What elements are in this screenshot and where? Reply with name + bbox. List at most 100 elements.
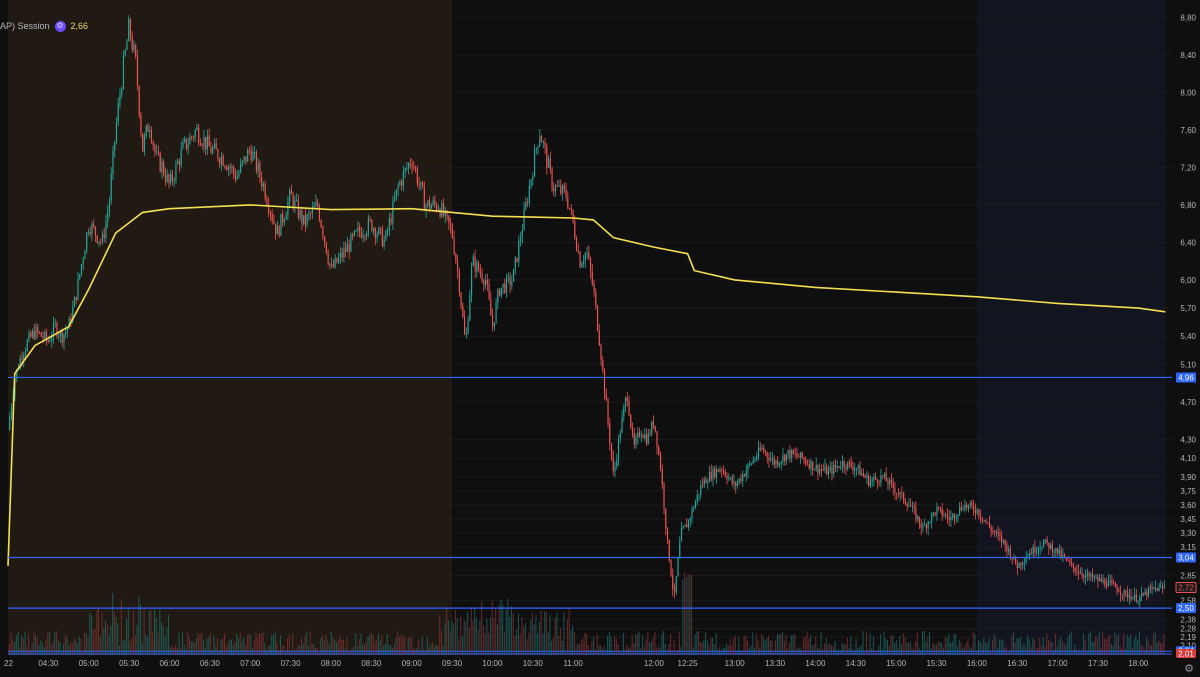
indicator-legend[interactable]: AP) Session ⚙ 2,66 xyxy=(0,18,88,34)
candle-body[interactable] xyxy=(855,468,858,470)
candle-body[interactable] xyxy=(128,19,130,42)
level-badge[interactable] xyxy=(1176,372,1196,383)
candle-body[interactable] xyxy=(740,478,742,481)
candle-body[interactable] xyxy=(435,204,438,210)
candle-body[interactable] xyxy=(925,525,928,529)
candle-body[interactable] xyxy=(107,212,109,222)
candle-body[interactable] xyxy=(304,215,306,226)
candle-body[interactable] xyxy=(273,220,275,224)
candle-body[interactable] xyxy=(514,257,516,270)
candle-body[interactable] xyxy=(651,421,653,435)
candle-body[interactable] xyxy=(1004,539,1006,545)
candle-body[interactable] xyxy=(47,339,49,342)
candle-body[interactable] xyxy=(1106,585,1108,587)
candle-body[interactable] xyxy=(941,508,943,516)
candle-body[interactable] xyxy=(477,262,480,271)
candle-body[interactable] xyxy=(607,400,609,424)
candle-body[interactable] xyxy=(638,432,641,437)
candle-body[interactable] xyxy=(1149,588,1151,590)
candle-body[interactable] xyxy=(219,159,221,165)
candle-body[interactable] xyxy=(1011,557,1013,559)
candle-body[interactable] xyxy=(582,261,585,264)
candle-body[interactable] xyxy=(967,505,970,508)
candle-body[interactable] xyxy=(684,524,686,527)
candle-body[interactable] xyxy=(136,56,139,87)
candle-body[interactable] xyxy=(714,468,716,478)
candle-body[interactable] xyxy=(703,479,705,486)
candle-body[interactable] xyxy=(600,345,602,361)
candle-body[interactable] xyxy=(922,525,924,528)
candle-body[interactable] xyxy=(423,187,425,211)
candle-body[interactable] xyxy=(380,227,382,229)
candle-body[interactable] xyxy=(1092,574,1094,578)
candle-body[interactable] xyxy=(976,509,978,513)
candle-body[interactable] xyxy=(1114,583,1116,588)
candle-body[interactable] xyxy=(687,520,690,528)
candle-body[interactable] xyxy=(159,152,161,172)
candle-body[interactable] xyxy=(775,461,777,465)
candle-body[interactable] xyxy=(348,244,350,252)
candle-body[interactable] xyxy=(939,507,942,509)
candle-body[interactable] xyxy=(1051,544,1053,553)
candle-body[interactable] xyxy=(661,469,663,485)
candle-body[interactable] xyxy=(184,138,186,142)
candle-body[interactable] xyxy=(140,115,142,134)
candle-body[interactable] xyxy=(224,165,226,168)
candle-body[interactable] xyxy=(518,240,520,262)
candle-body[interactable] xyxy=(1002,539,1004,542)
candle-body[interactable] xyxy=(546,146,548,168)
candle-body[interactable] xyxy=(16,369,18,379)
candle-body[interactable] xyxy=(217,149,219,160)
candle-body[interactable] xyxy=(164,174,167,182)
candle-body[interactable] xyxy=(931,513,933,522)
candle-body[interactable] xyxy=(303,215,305,224)
candle-body[interactable] xyxy=(516,257,518,262)
candle-body[interactable] xyxy=(1158,586,1160,591)
candle-body[interactable] xyxy=(26,340,28,351)
candle-body[interactable] xyxy=(966,504,968,508)
candle-body[interactable] xyxy=(490,298,492,316)
candle-body[interactable] xyxy=(138,86,140,116)
candle-body[interactable] xyxy=(215,143,217,150)
candle-body[interactable] xyxy=(442,203,445,216)
candle-body[interactable] xyxy=(1055,547,1057,552)
candle-body[interactable] xyxy=(428,200,431,209)
candle-body[interactable] xyxy=(425,205,427,211)
candle-body[interactable] xyxy=(79,274,81,279)
candle-body[interactable] xyxy=(82,258,84,265)
candle-body[interactable] xyxy=(598,330,600,346)
candle-body[interactable] xyxy=(189,136,191,145)
candle-body[interactable] xyxy=(486,280,488,285)
candle-body[interactable] xyxy=(938,507,940,509)
candle-body[interactable] xyxy=(460,292,462,307)
candle-body[interactable] xyxy=(906,503,908,507)
candle-body[interactable] xyxy=(233,166,235,174)
candle-body[interactable] xyxy=(960,506,963,510)
candle-body[interactable] xyxy=(848,461,851,463)
candle-body[interactable] xyxy=(610,443,613,458)
candle-body[interactable] xyxy=(750,463,753,465)
candle-body[interactable] xyxy=(373,228,375,231)
candle-body[interactable] xyxy=(150,130,153,142)
candle-body[interactable] xyxy=(145,125,147,137)
candle-body[interactable] xyxy=(446,210,448,216)
candle-body[interactable] xyxy=(715,469,718,478)
candle-body[interactable] xyxy=(1057,547,1059,554)
candle-body[interactable] xyxy=(301,210,303,224)
candle-body[interactable] xyxy=(276,225,279,235)
candle-body[interactable] xyxy=(553,188,555,192)
candle-body[interactable] xyxy=(455,253,457,262)
candle-body[interactable] xyxy=(936,507,938,515)
candle-body[interactable] xyxy=(1060,549,1062,557)
candle-body[interactable] xyxy=(1146,591,1148,596)
candle-body[interactable] xyxy=(470,265,473,296)
candle-body[interactable] xyxy=(1086,573,1088,576)
candle-body[interactable] xyxy=(234,173,237,180)
candle-body[interactable] xyxy=(247,149,249,162)
candle-body[interactable] xyxy=(192,137,195,138)
candle-body[interactable] xyxy=(180,148,182,166)
candle-body[interactable] xyxy=(840,467,842,469)
candle-body[interactable] xyxy=(297,199,299,218)
candle-body[interactable] xyxy=(894,488,896,494)
candle-body[interactable] xyxy=(530,179,532,187)
